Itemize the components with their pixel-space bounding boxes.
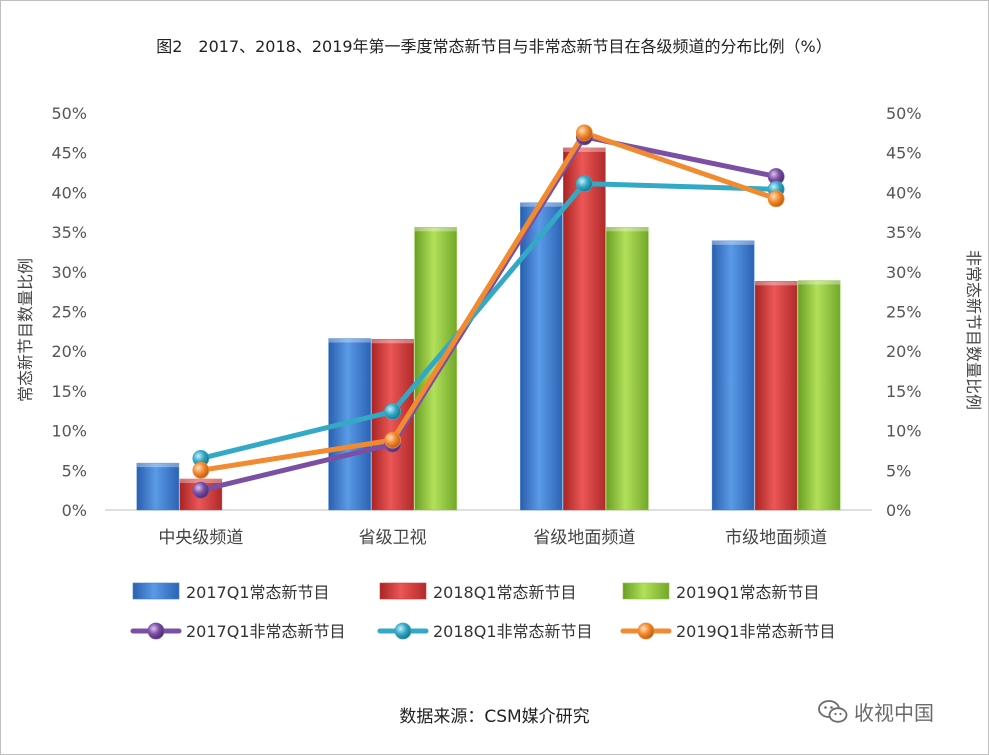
svg-text:2019Q1常态新节目: 2019Q1常态新节目 — [676, 583, 820, 602]
data-source-note: 数据来源：CSM媒介研究 — [399, 707, 590, 727]
legend-item: 2019Q1非常态新节目 — [620, 622, 836, 641]
svg-text:2018Q1常态新节目: 2018Q1常态新节目 — [433, 583, 577, 602]
chart-title: 图2 2017、2018、2019年第一季度常态新节目与非常态新节目在各级频道的… — [156, 37, 832, 56]
y-tick-label-left: 30% — [51, 263, 87, 282]
x-tick-label: 省级卫视 — [359, 528, 427, 548]
legend-item: 2017Q1非常态新节目 — [130, 622, 346, 641]
series-line — [198, 130, 779, 473]
svg-text:2017Q1非常态新节目: 2017Q1非常态新节目 — [186, 622, 346, 641]
y-tick-label-right: 20% — [886, 342, 922, 361]
y-tick-label-right: 35% — [886, 223, 922, 242]
bar — [606, 227, 649, 511]
y-tick-label-right: 50% — [886, 104, 922, 123]
y-tick-label-left: 0% — [62, 501, 87, 520]
x-tick-label: 省级地面频道 — [533, 528, 635, 548]
x-tick-label: 市级地面频道 — [725, 528, 827, 548]
line-point — [384, 431, 402, 449]
y-tick-label-left: 15% — [51, 382, 87, 401]
y-axis-label-right: 非常态新节目数量比例 — [964, 250, 983, 410]
line-point — [575, 175, 593, 193]
y-tick-label-right: 40% — [886, 183, 922, 202]
y-tick-label-right: 30% — [886, 263, 922, 282]
wechat-icon — [818, 699, 848, 723]
bar — [754, 281, 798, 511]
y-tick-label-left: 35% — [51, 223, 87, 242]
y-tick-label-right: 45% — [886, 144, 922, 163]
series-line — [198, 181, 779, 461]
y-tick-label-left: 40% — [51, 183, 87, 202]
y-tick-label-left: 45% — [51, 144, 87, 163]
y-tick-label-left: 25% — [51, 303, 87, 322]
y-tick-label-right: 25% — [886, 303, 922, 322]
y-tick-label-right: 15% — [886, 382, 922, 401]
y-tick-label-right: 5% — [886, 461, 911, 480]
y-tick-label-right: 0% — [886, 501, 911, 520]
y-tick-label-right: 10% — [886, 422, 922, 441]
legend-item: 2018Q1常态新节目 — [379, 582, 577, 602]
y-axis-label-left: 常态新节目数量比例 — [16, 258, 35, 402]
x-tick-label: 中央级频道 — [158, 528, 243, 548]
svg-text:2019Q1非常态新节目: 2019Q1非常态新节目 — [676, 622, 836, 641]
bar — [711, 240, 755, 511]
svg-text:2017Q1常态新节目: 2017Q1常态新节目 — [186, 583, 330, 602]
line-point — [767, 190, 785, 208]
legend-item: 2019Q1常态新节目 — [622, 582, 820, 602]
legend-item: 2018Q1非常态新节目 — [377, 622, 593, 641]
watermark-text: 收视中国 — [854, 701, 934, 725]
line-point — [575, 124, 593, 142]
line-point — [192, 481, 210, 499]
line-point — [192, 461, 210, 479]
y-tick-label-left: 5% — [62, 461, 87, 480]
bar — [563, 147, 606, 511]
watermark: 收视中国 — [818, 697, 934, 726]
y-tick-label-left: 50% — [51, 104, 87, 123]
y-tick-label-left: 20% — [51, 342, 87, 361]
line-point — [384, 403, 402, 420]
y-tick-label-left: 10% — [51, 422, 87, 441]
bar — [797, 280, 841, 511]
bar — [136, 462, 180, 511]
svg-text:2018Q1非常态新节目: 2018Q1非常态新节目 — [433, 622, 593, 641]
legend-item: 2017Q1常态新节目 — [132, 582, 330, 602]
